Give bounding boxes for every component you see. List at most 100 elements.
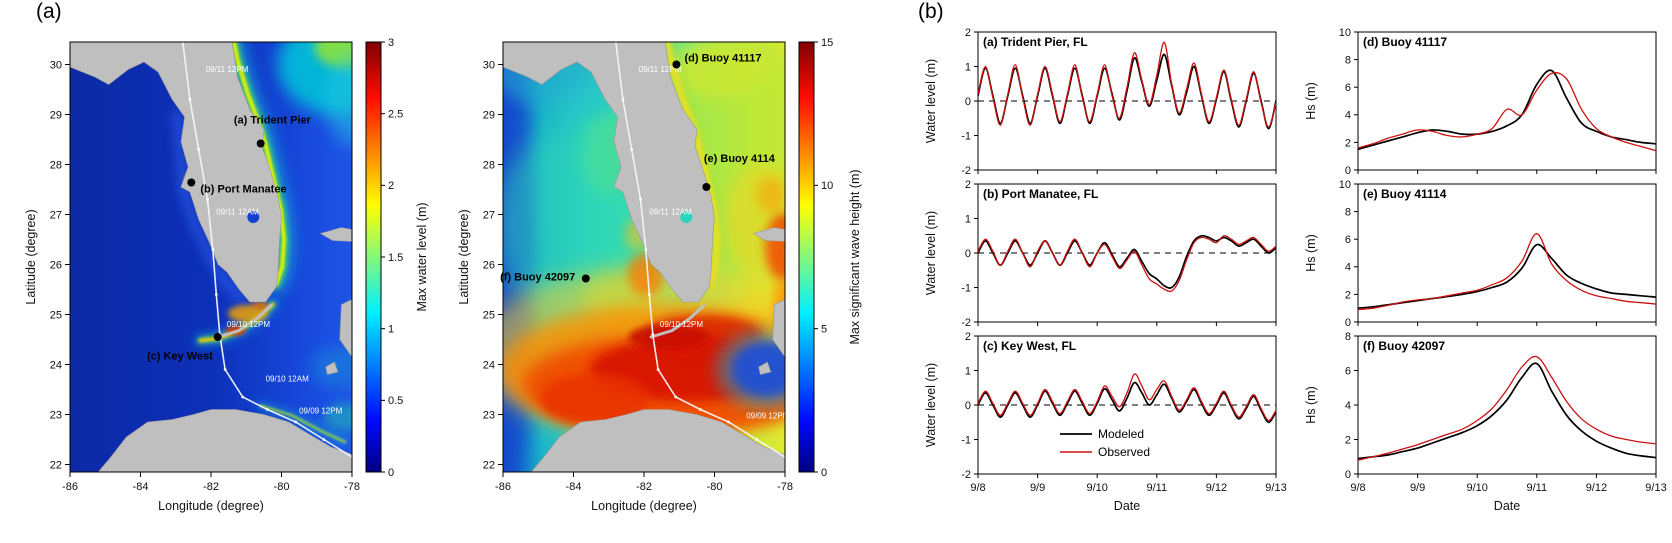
map-ylabel: Latitude (degree) <box>457 209 471 304</box>
svg-text:-86: -86 <box>495 481 511 493</box>
chart-ylabel: Water level (m) <box>924 59 938 143</box>
chart-axes: -2 -1 0 1 2 <box>961 27 1277 177</box>
svg-text:0: 0 <box>1345 469 1351 481</box>
panel-a-label: (a) <box>36 0 62 23</box>
series-lines <box>1358 69 1656 152</box>
svg-text:-1: -1 <box>961 434 971 446</box>
svg-text:0: 0 <box>1345 165 1351 176</box>
chart-xlabel: Date <box>1494 499 1520 513</box>
svg-text:15: 15 <box>821 37 833 49</box>
svg-text:-1: -1 <box>961 282 971 294</box>
chart-title: (e) Buoy 41114 <box>1363 187 1447 201</box>
chart-svg-wl-keywest: -2 -1 0 1 2 9/8 9/9 9/10 9/11 9/12 9/13 Date (c) Key… <box>924 331 1287 513</box>
svg-text:25: 25 <box>483 309 495 321</box>
chart-water-level-port-manatee: -2 -1 0 1 2 (b) Port Manatee, FL Water level (… <box>920 178 1292 333</box>
svg-text:22: 22 <box>483 459 495 471</box>
svg-text:27: 27 <box>50 209 62 221</box>
station-marker <box>256 139 265 148</box>
svg-text:9/9: 9/9 <box>1030 482 1045 494</box>
svg-text:9/13: 9/13 <box>1645 482 1666 494</box>
svg-text:6: 6 <box>1345 234 1351 246</box>
map-xlabel: Longitude (degree) <box>591 499 697 513</box>
colorbar: 0 0.5 1 1.5 2 2.5 3 Max water level (m) <box>365 37 429 479</box>
station-label: (a) Trident Pier <box>234 115 312 127</box>
stations: (a) Trident Pier (b) Port Manatee (c) Key … <box>147 115 312 363</box>
chart-title: (c) Key West, FL <box>983 339 1076 353</box>
svg-text:23: 23 <box>483 409 495 421</box>
svg-text:9/8: 9/8 <box>970 482 985 494</box>
observed-line <box>1358 355 1656 461</box>
svg-text:-1: -1 <box>961 130 971 142</box>
chart-water-level-key-west: -2 -1 0 1 2 9/8 9/9 9/10 9/11 9/12 9/13 Date (c) Key… <box>920 330 1292 540</box>
station-label: (d) Buoy 41117 <box>685 53 762 65</box>
modeled-line <box>1358 362 1656 460</box>
map-ylabel: Latitude (degree) <box>24 209 38 304</box>
panel-b-label: (b) <box>918 0 944 23</box>
colorbar-title: Max significant wave height (m) <box>848 169 862 344</box>
observed-line <box>1358 72 1656 152</box>
chart-ylabel: Water level (m) <box>924 363 938 447</box>
station-label: (c) Key West <box>147 351 213 363</box>
svg-text:-82: -82 <box>203 481 219 493</box>
svg-text:4: 4 <box>1345 110 1351 122</box>
svg-text:3: 3 <box>388 37 394 49</box>
svg-text:9/9: 9/9 <box>1410 482 1425 494</box>
svg-text:6: 6 <box>1345 365 1351 377</box>
chart-hs-buoy-42097: 0 2 4 6 8 9/8 9/9 9/10 9/11 9/12 9/13 Date (f) Buoy … <box>1300 330 1672 540</box>
svg-text:2: 2 <box>388 180 394 192</box>
svg-text:5: 5 <box>821 324 827 336</box>
chart-title: (d) Buoy 41117 <box>1363 35 1447 49</box>
observed-line <box>1358 233 1656 311</box>
chart-hs-buoy-41114: 0 2 4 6 8 10 (e) Buoy 41114 Hs (m) <box>1300 178 1672 333</box>
chart-xlabel: Date <box>1114 499 1140 513</box>
modeled-line <box>978 381 1276 424</box>
land <box>70 42 352 472</box>
svg-text:-2: -2 <box>961 317 971 328</box>
chart-svg-wl-trident: -2 -1 0 1 2 (a) Trident Pier, FL Water level (… <box>924 27 1277 177</box>
svg-text:9/8: 9/8 <box>1350 482 1365 494</box>
colorbar-title: Max water level (m) <box>415 202 429 311</box>
legend-label: Modeled <box>1098 427 1144 441</box>
svg-text:9/12: 9/12 <box>1206 482 1227 494</box>
svg-text:10: 10 <box>821 180 833 192</box>
station-marker <box>702 183 711 191</box>
svg-text:8: 8 <box>1345 206 1351 218</box>
chart-title: (f) Buoy 42097 <box>1363 339 1445 353</box>
panel-timeseries: (b) -2 -1 0 1 2 (a) Trident Pier, FL Water lev… <box>900 0 1672 543</box>
svg-text:29: 29 <box>50 109 62 121</box>
svg-text:2: 2 <box>965 179 971 191</box>
chart-title: (b) Port Manatee, FL <box>983 187 1098 201</box>
chart-ylabel: Hs (m) <box>1304 386 1318 424</box>
chart-ylabel: Hs (m) <box>1304 234 1318 272</box>
svg-text:10: 10 <box>1339 27 1351 39</box>
land <box>503 42 785 472</box>
map-axes: -86 -84 -82 -80 -78 22 23 24 25 26 27 28 29 30 Longitu… <box>24 41 360 513</box>
svg-text:28: 28 <box>50 159 62 171</box>
station-label: (e) Buoy 4114 <box>704 153 776 165</box>
svg-text:1.5: 1.5 <box>388 252 403 264</box>
chart-water-level-trident-pier: -2 -1 0 1 2 (a) Trident Pier, FL Water level (… <box>920 26 1292 181</box>
svg-text:1: 1 <box>965 365 971 377</box>
track-time-label: 09/10 12AM <box>266 375 309 384</box>
svg-text:25: 25 <box>50 309 62 321</box>
svg-text:24: 24 <box>483 359 495 371</box>
chart-axes: 0 2 4 6 8 9/8 9/9 9/10 9/11 9/12 9/13 Date <box>1345 331 1667 513</box>
svg-text:9/11: 9/11 <box>1147 482 1168 494</box>
chart-axes: 0 2 4 6 8 10 <box>1339 27 1657 177</box>
svg-text:0: 0 <box>821 467 827 479</box>
station-marker <box>581 274 590 283</box>
series-lines <box>1358 355 1656 461</box>
chart-title: (a) Trident Pier, FL <box>983 35 1088 49</box>
svg-text:29: 29 <box>483 109 495 121</box>
svg-text:-78: -78 <box>344 481 360 493</box>
svg-text:9/12: 9/12 <box>1586 482 1607 494</box>
modeled-line <box>978 53 1276 130</box>
svg-text:23: 23 <box>50 409 62 421</box>
svg-text:9/10: 9/10 <box>1086 482 1107 494</box>
svg-text:1: 1 <box>965 61 971 73</box>
ocean-field <box>503 42 785 472</box>
svg-text:8: 8 <box>1345 54 1351 66</box>
svg-text:2: 2 <box>1345 434 1351 446</box>
chart-hs-buoy-41117: 0 2 4 6 8 10 (d) Buoy 41117 Hs (m) <box>1300 26 1672 181</box>
